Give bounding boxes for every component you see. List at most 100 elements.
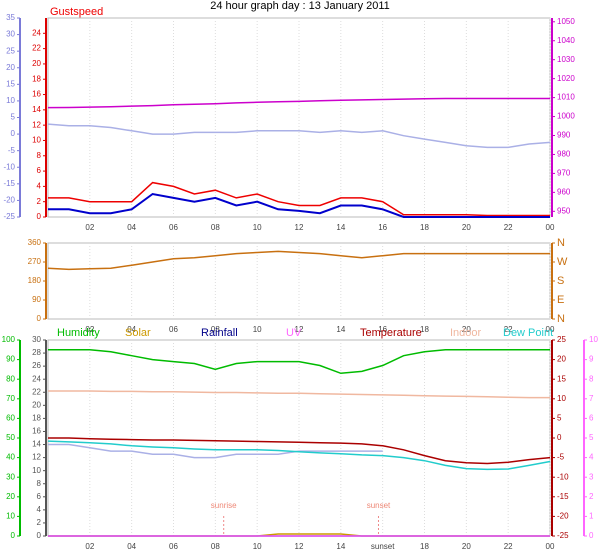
y-tick-label: 18 xyxy=(32,74,41,83)
y-tick-label: 970 xyxy=(557,169,571,178)
y-tick-label: 0 xyxy=(11,129,16,138)
y-tick-label: 950 xyxy=(557,206,571,215)
series-line xyxy=(47,97,550,109)
y-tick-label: 10 xyxy=(589,335,598,344)
x-tick-label: 00 xyxy=(546,542,555,551)
x-tick-label: 14 xyxy=(336,542,345,551)
x-tick-label: 08 xyxy=(211,325,220,334)
x-tick-label: 08 xyxy=(211,542,220,551)
x-tick-label: 20 xyxy=(462,223,471,232)
y-tick-label: 35 xyxy=(6,13,15,22)
series-line xyxy=(47,250,550,271)
y-tick-label: 20 xyxy=(6,63,15,72)
legend-entry: Dew Point xyxy=(503,327,553,339)
x-tick-label: 14 xyxy=(336,223,345,232)
y-tick-label: 20 xyxy=(32,59,41,68)
y-tick-label: 30 xyxy=(6,472,15,481)
y-tick-label: 360 xyxy=(28,238,42,247)
y-tick-label: 20 xyxy=(32,400,41,409)
y-tick-label: 0 xyxy=(557,433,562,442)
y-tick-label: 0 xyxy=(37,212,42,221)
y-tick-label: 60 xyxy=(6,414,15,423)
x-tick-label: sunset xyxy=(371,542,395,551)
y-tick-label: 14 xyxy=(32,440,41,449)
x-tick-label: 06 xyxy=(169,325,178,334)
legend-entry: UV xyxy=(286,327,302,339)
x-tick-label: 02 xyxy=(85,325,94,334)
y-tick-label: 1030 xyxy=(557,55,575,64)
y-tick-label: 22 xyxy=(32,44,41,53)
series-line xyxy=(47,440,551,471)
y-tick-label: 2 xyxy=(37,197,42,206)
y-tick-label: 980 xyxy=(557,150,571,159)
x-tick-label: 10 xyxy=(253,325,262,334)
x-tick-label: 06 xyxy=(169,542,178,551)
y-tick-label: 4 xyxy=(589,453,594,462)
y-tick-label: 12 xyxy=(32,453,41,462)
y-tick-label: 2 xyxy=(589,492,594,501)
y-tick-label: 25 xyxy=(6,46,15,55)
y-tick-label: -15 xyxy=(557,492,569,501)
series-line xyxy=(48,437,551,465)
y-tick-label: S xyxy=(557,275,564,287)
y-tick-label: -20 xyxy=(3,196,15,205)
x-tick-label: 14 xyxy=(336,325,345,334)
y-tick-label: -10 xyxy=(557,472,569,481)
y-tick-label: 8 xyxy=(37,479,42,488)
series-line xyxy=(48,181,550,217)
series-line xyxy=(48,443,383,459)
x-tick-label: 04 xyxy=(127,223,136,232)
y-tick-label: 0 xyxy=(589,531,594,540)
y-tick-label: -5 xyxy=(557,453,565,462)
y-tick-label: 2 xyxy=(37,518,42,527)
y-tick-label: 0 xyxy=(37,314,42,323)
annotation: sunrise xyxy=(211,501,237,510)
y-tick-label: 1010 xyxy=(557,93,575,102)
y-tick-label: 1050 xyxy=(557,17,575,26)
y-tick-label: 30 xyxy=(32,335,41,344)
legend-entry: Temperature xyxy=(360,327,422,339)
y-tick-label: 80 xyxy=(6,374,15,383)
y-tick-label: 22 xyxy=(32,387,41,396)
x-tick-label: 22 xyxy=(504,223,513,232)
y-tick-label: 7 xyxy=(589,394,594,403)
y-tick-label: -5 xyxy=(8,146,16,155)
y-tick-label: 960 xyxy=(557,187,571,196)
y-tick-label: 0 xyxy=(37,531,42,540)
y-tick-label: 1 xyxy=(589,512,594,521)
y-tick-label: 90 xyxy=(6,355,15,364)
y-tick-label: 10 xyxy=(557,394,566,403)
y-tick-label: 5 xyxy=(11,113,16,122)
y-tick-label: 15 xyxy=(6,79,15,88)
plot-area xyxy=(47,339,551,537)
y-tick-label: 3 xyxy=(589,472,594,481)
series-line xyxy=(48,192,550,218)
y-tick-label: W xyxy=(557,256,568,268)
y-tick-label: 10 xyxy=(32,136,41,145)
y-tick-label: -15 xyxy=(3,179,15,188)
y-tick-label: 270 xyxy=(28,257,42,266)
plot-area xyxy=(47,242,551,320)
y-tick-label: 15 xyxy=(557,374,566,383)
y-tick-label: 50 xyxy=(6,433,15,442)
x-tick-label: 18 xyxy=(420,542,429,551)
chart-title: 24 hour graph day : 13 January 2011 xyxy=(210,0,390,12)
x-tick-label: 22 xyxy=(504,542,513,551)
x-tick-label: 00 xyxy=(546,325,555,334)
y-tick-label: N xyxy=(557,313,565,325)
y-tick-label: 9 xyxy=(589,355,594,364)
y-tick-label: 0 xyxy=(11,531,16,540)
x-tick-label: 10 xyxy=(253,542,262,551)
y-tick-label: 1040 xyxy=(557,36,575,45)
y-tick-label: 40 xyxy=(6,453,15,462)
series-line xyxy=(47,123,551,149)
y-tick-label: 1020 xyxy=(557,74,575,83)
y-tick-label: 5 xyxy=(557,414,562,423)
y-tick-label: -10 xyxy=(3,162,15,171)
y-tick-label: 24 xyxy=(32,374,41,383)
x-tick-label: 04 xyxy=(127,542,136,551)
y-tick-label: 6 xyxy=(589,414,594,423)
x-tick-label: 02 xyxy=(85,223,94,232)
y-tick-label: 4 xyxy=(37,505,42,514)
